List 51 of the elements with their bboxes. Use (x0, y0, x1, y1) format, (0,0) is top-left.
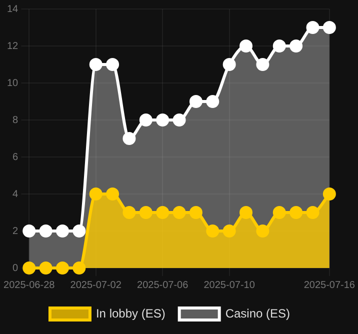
point (272, 206, 286, 219)
point (256, 224, 270, 238)
point (72, 224, 86, 238)
point (39, 262, 52, 274)
point (172, 114, 186, 126)
y-tick-label: 8 (12, 114, 19, 126)
point (156, 114, 170, 126)
legend-label: Casino (ES) (225, 306, 290, 320)
point (222, 224, 236, 238)
point (106, 188, 120, 200)
point (139, 114, 152, 126)
point (256, 58, 270, 71)
point (56, 224, 69, 238)
point (322, 188, 336, 200)
y-tick-label: 14 (7, 4, 19, 15)
legend-label: In lobby (ES) (96, 306, 166, 320)
point (306, 206, 320, 219)
point (156, 206, 170, 219)
point (139, 206, 152, 219)
point (206, 224, 220, 238)
x-tick-label: 2025-06-28 (4, 280, 56, 291)
point (189, 95, 202, 108)
point (306, 21, 320, 34)
y-tick-label: 4 (12, 188, 19, 200)
x-tick-label: 2025-07-06 (137, 280, 189, 291)
point (240, 206, 253, 219)
y-tick-label: 6 (12, 152, 19, 163)
point (89, 58, 102, 71)
point (122, 206, 136, 219)
point (189, 206, 202, 219)
point (56, 262, 69, 274)
point (290, 40, 303, 52)
point (39, 224, 52, 238)
x-tick-label: 2025-07-16 (304, 280, 356, 291)
point (240, 40, 253, 52)
point (272, 40, 286, 52)
point (72, 262, 86, 274)
point (206, 95, 220, 108)
x-tick-label: 2025-07-10 (204, 280, 256, 291)
point (106, 58, 120, 71)
point (222, 58, 236, 71)
point (290, 206, 303, 219)
y-tick-label: 10 (7, 78, 19, 89)
y-tick-label: 12 (7, 40, 19, 52)
point (122, 132, 136, 145)
point (322, 21, 336, 34)
point (89, 188, 102, 200)
y-tick-label: 0 (12, 262, 19, 274)
y-tick-label: 2 (12, 226, 19, 237)
point (172, 206, 186, 219)
x-tick-label: 2025-07-02 (70, 280, 122, 291)
